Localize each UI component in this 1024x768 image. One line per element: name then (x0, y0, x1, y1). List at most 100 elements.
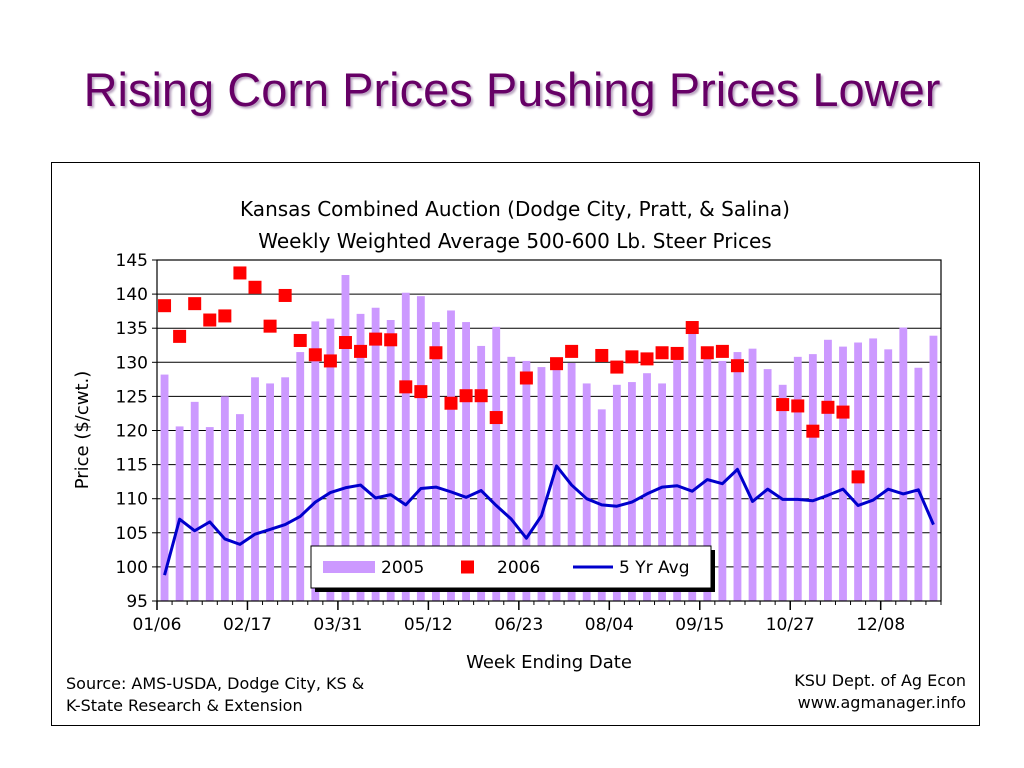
bar-2005 (929, 335, 938, 601)
point-2006 (550, 357, 564, 371)
point-2006 (248, 280, 262, 294)
bar-2005 (175, 426, 184, 601)
credit-line-1: KSU Dept. of Ag Econ (794, 671, 966, 690)
bar-2005 (703, 352, 712, 601)
bar-2005 (477, 345, 486, 601)
point-2006 (203, 313, 217, 327)
y-tick-label: 110 (116, 490, 148, 510)
point-2006 (323, 354, 337, 368)
bar-2005 (839, 346, 847, 601)
point-2006 (459, 389, 473, 403)
point-2006 (338, 336, 352, 350)
point-2006 (640, 352, 654, 366)
point-2006 (489, 411, 503, 425)
x-tick-label: 02/17 (223, 615, 272, 635)
credit-note: KSU Dept. of Ag Econ www.agmanager.info (794, 670, 966, 714)
x-tick-label: 12/08 (856, 615, 905, 635)
point-2006 (414, 385, 428, 399)
bar-2005 (251, 377, 259, 601)
legend-label-2005: 2005 (381, 558, 424, 578)
bar-2005 (733, 352, 742, 601)
point-2006 (685, 321, 699, 335)
point-2006 (519, 371, 533, 385)
y-tick-label: 140 (116, 285, 148, 305)
bar-2005 (447, 310, 455, 601)
point-2006 (851, 470, 865, 484)
point-2006 (806, 424, 820, 438)
bar-2005 (356, 313, 365, 601)
point-2006 (776, 398, 790, 412)
bar-2005 (492, 326, 501, 601)
bar-2005 (718, 360, 727, 601)
bar-2005 (552, 361, 561, 601)
legend-swatch-2006 (461, 560, 474, 574)
source-line-1: Source: AMS-USDA, Dodge City, KS & (66, 674, 365, 693)
bar-2005 (914, 367, 923, 601)
bar-2005 (220, 396, 229, 601)
x-tick-label: 01/06 (133, 615, 182, 635)
bar-2005 (869, 338, 878, 601)
x-tick-label: 06/23 (494, 615, 543, 635)
source-note: Source: AMS-USDA, Dodge City, KS & K-Sta… (66, 673, 364, 717)
bar-2005 (537, 367, 546, 601)
bar-2005 (808, 354, 817, 601)
bar-2005 (236, 414, 244, 601)
point-2006 (263, 319, 277, 333)
y-axis-label: Price ($/cwt.) (72, 371, 93, 490)
point-2006 (655, 346, 669, 360)
bar-2005 (658, 383, 666, 601)
point-2006 (565, 344, 579, 358)
slide-title: Rising Corn Prices Pushing Prices Lower (83, 63, 941, 116)
point-2006 (399, 380, 413, 394)
bar-2005 (582, 383, 591, 601)
bar-2005 (884, 349, 893, 601)
x-tick-label: 03/31 (313, 615, 362, 635)
y-tick-label: 135 (116, 319, 148, 339)
point-2006 (670, 346, 684, 360)
bar-2005 (793, 356, 802, 601)
point-2006 (188, 297, 202, 311)
bar-2005 (899, 327, 908, 601)
y-tick-label: 125 (116, 387, 148, 407)
bar-2005 (190, 401, 199, 601)
legend-box (310, 545, 712, 589)
point-2006 (595, 348, 609, 362)
point-2006 (429, 346, 443, 360)
point-2006 (625, 350, 639, 364)
bar-2005 (824, 339, 832, 601)
bar-2005 (432, 322, 440, 601)
legend-swatch-2005 (323, 561, 375, 573)
point-2006 (700, 346, 714, 360)
point-2006 (474, 389, 488, 403)
bar-2005 (462, 322, 470, 601)
bar-2005 (326, 318, 335, 601)
chart-title: Kansas Combined Auction (Dodge City, Pra… (240, 197, 790, 221)
bar-2005 (281, 377, 290, 601)
x-tick-label: 10/27 (766, 615, 815, 635)
point-2006 (158, 299, 172, 313)
point-2006 (384, 333, 398, 347)
point-2006 (730, 359, 744, 373)
bar-2005 (416, 296, 425, 601)
bar-2005 (401, 292, 410, 601)
legend: 2005 2006 5 Yr Avg (310, 545, 715, 592)
chart-subtitle: Weekly Weighted Average 500-600 Lb. Stee… (258, 229, 771, 253)
legend-label-2006: 2006 (497, 558, 540, 578)
point-2006 (278, 288, 292, 302)
line-5yr-avg (163, 464, 935, 576)
bar-2005 (522, 360, 531, 601)
point-2006 (610, 360, 624, 374)
bar-2005 (567, 362, 576, 601)
point-2006 (821, 400, 835, 414)
bar-2005 (778, 384, 787, 601)
plot-area: 95 100 105 110 115 120 125 130 135 140 145 01/06 02/… (116, 251, 942, 635)
point-2006 (218, 309, 232, 323)
point-2006 (293, 333, 307, 347)
bar-2005 (612, 384, 621, 601)
point-2006 (444, 396, 458, 410)
x-axis-label: Week Ending Date (466, 652, 632, 673)
bar-2005 (341, 275, 350, 601)
bar-2005 (386, 320, 395, 601)
bar-2005 (688, 324, 697, 601)
